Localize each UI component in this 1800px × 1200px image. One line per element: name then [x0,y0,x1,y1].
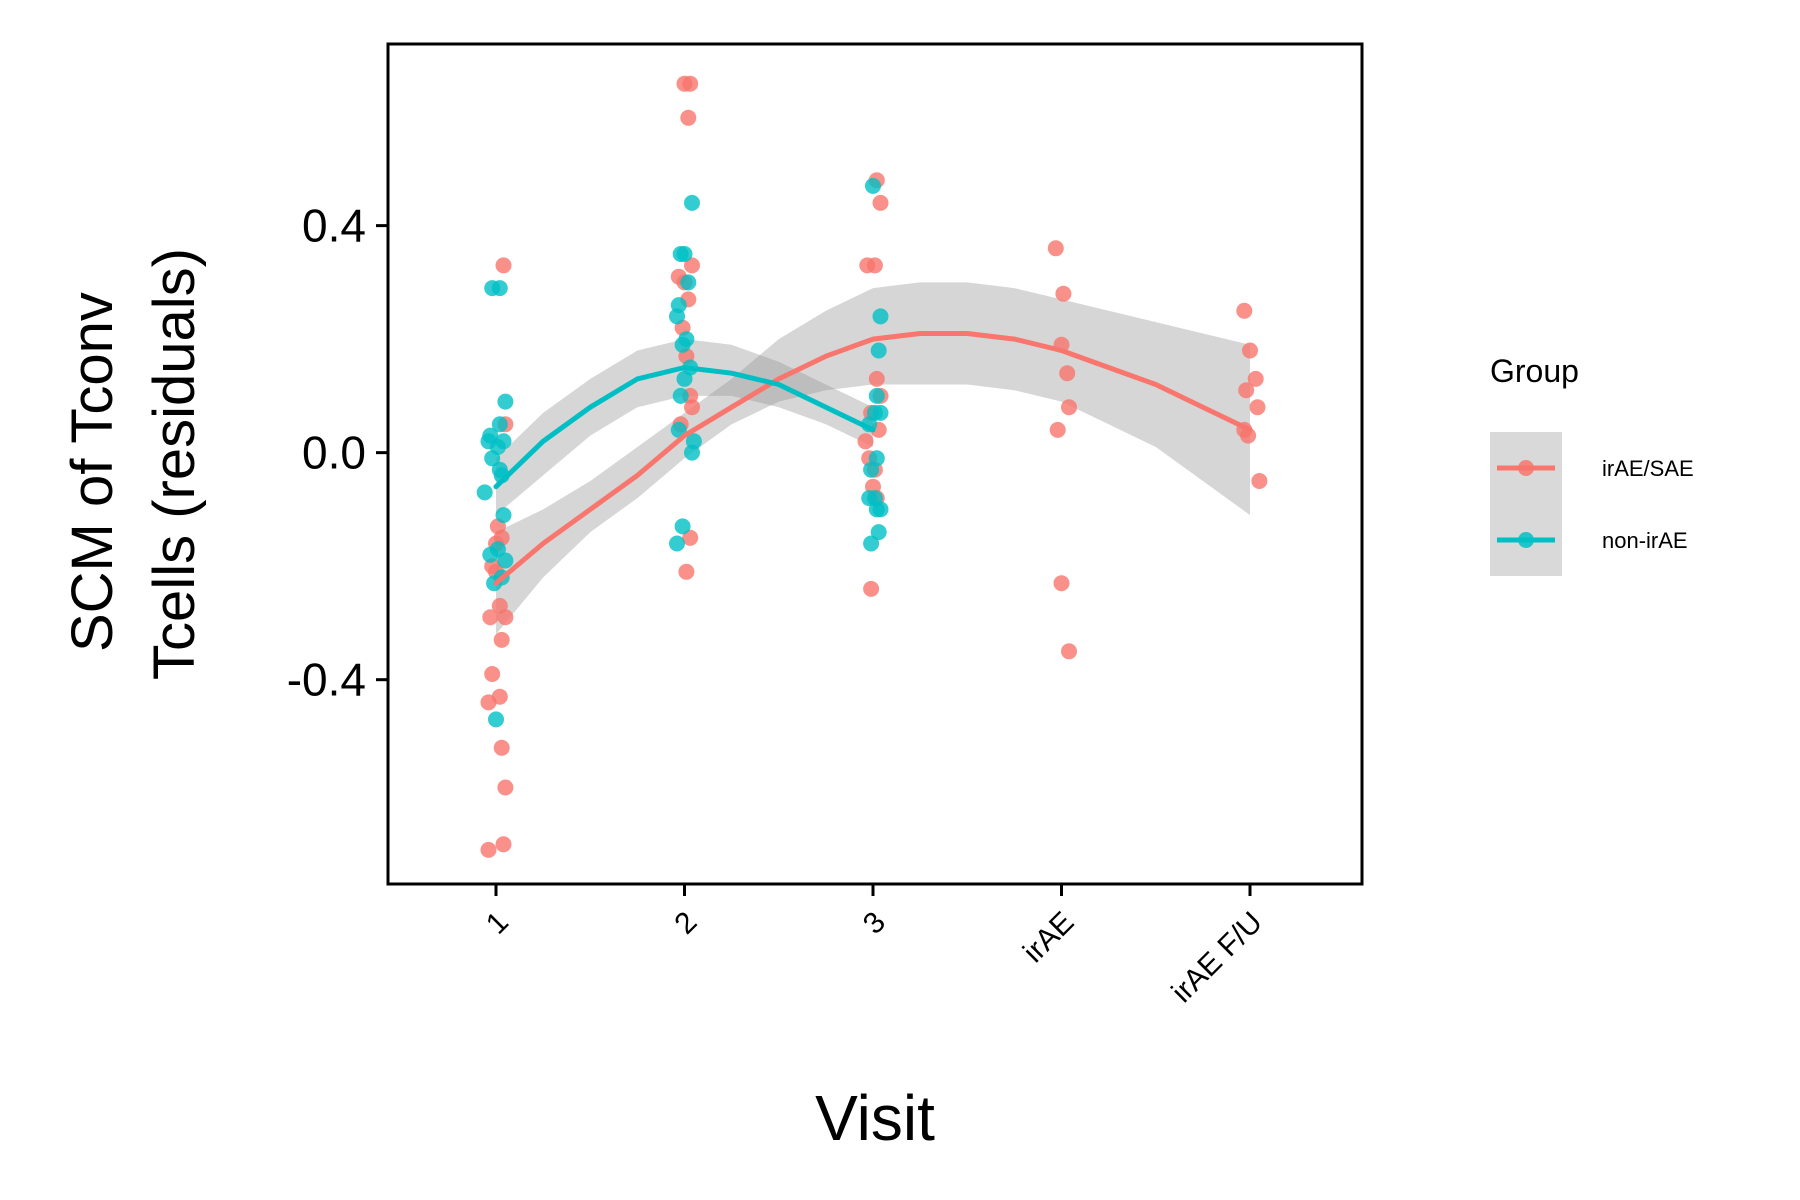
data-point [866,257,883,274]
data-point [1053,575,1070,592]
trend-lines [493,331,1253,586]
data-point [863,580,880,597]
data-point [872,404,889,421]
data-point [1249,399,1266,416]
legend-item-label: non-irAE [1602,528,1688,553]
y-axis: -0.4 0.0 0.4 [287,200,388,706]
data-point [669,535,685,552]
data-point [863,535,880,552]
data-point [482,546,499,563]
data-point [672,387,689,404]
data-point [682,75,699,92]
data-point [495,433,512,450]
data-point [493,631,510,648]
data-points [476,75,1268,858]
data-point [491,416,508,433]
data-point [684,399,700,416]
data-point [495,257,512,274]
data-point [863,461,880,478]
data-point [491,280,508,297]
trend-line-1 [493,365,876,490]
data-point [1061,643,1077,660]
data-point [868,370,885,387]
plot-panel-border [386,42,1364,886]
data-point [669,308,685,325]
data-point [680,274,697,291]
data-point [491,461,508,478]
x-tick-label: 1 [480,906,515,941]
data-point [482,609,499,626]
legend-key-point [1518,460,1534,476]
legend: Group irAE/SAE non-irAE [1490,353,1694,576]
data-point [680,109,697,126]
data-point [497,393,514,410]
y-tick-label: 0.0 [302,427,366,479]
data-point [495,507,512,524]
data-point [480,841,497,858]
legend-key-point [1518,532,1534,548]
data-point [872,501,889,518]
data-point [497,779,514,796]
data-point [476,484,493,501]
data-point [678,563,695,580]
x-tick-label: irAE [1017,906,1080,969]
data-point [1055,285,1072,302]
data-point [865,177,881,194]
data-point [497,552,514,569]
data-point [1236,302,1253,319]
data-point [676,246,693,262]
data-point [870,342,887,359]
y-axis-label: SCM of Tconv Tcells (residuals) [60,248,207,680]
data-point [1247,370,1264,387]
data-point [872,308,889,325]
data-point [674,336,691,353]
data-point [682,529,699,546]
data-point [684,257,700,274]
data-point [1251,473,1268,489]
x-tick-label: 3 [857,906,892,941]
data-point [872,194,889,211]
legend-title: Group [1490,353,1579,389]
data-point [1242,342,1258,359]
trend-line-0 [493,331,1253,586]
data-point [684,444,700,461]
data-point [674,518,691,535]
y-tick-label: 0.4 [302,200,366,252]
y-axis-label-line-2: Tcells (residuals) [142,248,207,680]
data-point [1049,421,1066,438]
data-point [1059,365,1076,382]
data-point [1047,240,1064,257]
data-point [1061,399,1077,416]
data-point [870,524,887,541]
data-point [484,450,501,467]
data-point [1240,427,1257,444]
x-axis-label: Visit [815,1082,935,1154]
data-point [868,387,885,404]
data-point [493,739,510,756]
y-axis-label-line-1: SCM of Tconv [60,292,125,652]
x-tick-label: 2 [668,906,703,941]
x-axis: 1 2 3 irAE irAE F/U [480,884,1269,1009]
data-point [684,194,700,211]
legend-item-label: irAE/SAE [1602,456,1694,481]
data-point [676,370,693,387]
data-point [857,433,874,450]
data-point [491,688,508,705]
data-point [1238,382,1255,399]
data-point [495,836,512,853]
data-point [484,666,501,682]
legend-key-background [1490,432,1562,576]
data-point [488,711,504,728]
x-tick-label: irAE F/U [1165,906,1268,1009]
y-tick-label: -0.4 [287,654,366,706]
data-point [491,597,508,614]
